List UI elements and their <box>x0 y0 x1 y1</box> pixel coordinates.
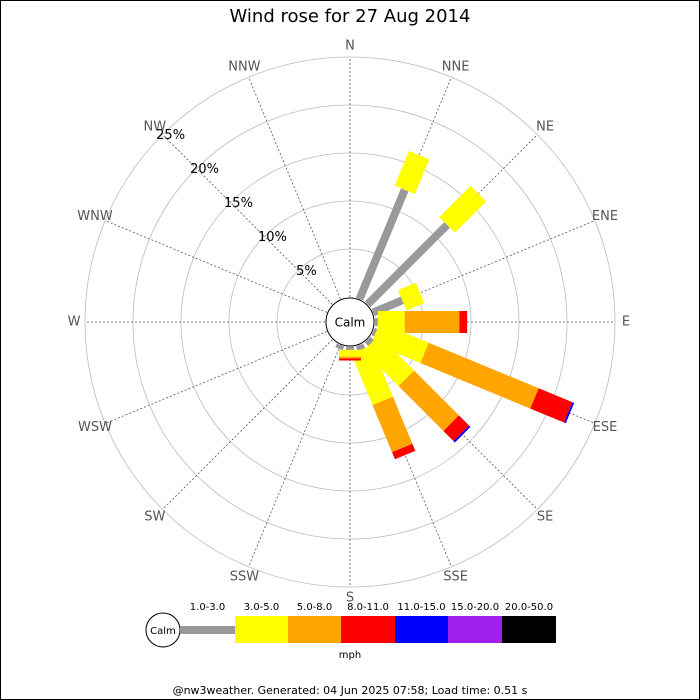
r-tick-label: 10% <box>258 230 287 245</box>
legend-swatch <box>448 616 502 643</box>
direction-label: E <box>622 315 630 330</box>
direction-label: N <box>345 39 355 54</box>
legend-label: 8.0-11.0 <box>347 602 389 613</box>
direction-label: NNE <box>442 60 470 75</box>
r-tick-label: 15% <box>224 196 253 211</box>
spoke <box>162 339 333 510</box>
bar-segment <box>371 296 404 317</box>
spoke <box>248 344 341 567</box>
unit-label: mph <box>339 650 361 661</box>
direction-label: WSW <box>78 420 112 435</box>
legend-label: 1.0-3.0 <box>190 602 225 613</box>
bar-segment <box>392 443 416 460</box>
direction-label: NNW <box>228 60 260 75</box>
bar-segment <box>372 396 413 453</box>
bar-segment <box>335 343 345 351</box>
spoke <box>162 134 333 305</box>
r-tick-label: 5% <box>296 264 317 279</box>
grid-ring <box>84 56 616 588</box>
calm-circle <box>325 297 375 347</box>
direction-label: NW <box>144 119 167 134</box>
r-tick-label: 25% <box>156 128 185 143</box>
bar-segment <box>351 345 393 406</box>
bar-segment <box>355 343 366 352</box>
direction-label: SW <box>144 510 165 525</box>
spoke <box>248 77 341 300</box>
bar-segment <box>439 185 487 233</box>
bar-segment <box>364 336 374 346</box>
r-tick-label: 20% <box>190 162 219 177</box>
direction-label: ENE <box>592 209 618 224</box>
footer: @nw3weather. Generated: 04 Jun 2025 07:5… <box>173 684 528 697</box>
spoke <box>105 331 328 424</box>
legend-swatch <box>235 616 288 643</box>
legend-swatch <box>341 616 395 643</box>
bar-segment <box>371 322 429 364</box>
bar-segment <box>364 222 450 308</box>
calm-label: Calm <box>335 316 366 330</box>
bar-segment <box>363 335 415 387</box>
bar-segment <box>394 151 430 195</box>
legend-swatch <box>288 616 341 643</box>
direction-label: WNW <box>77 209 113 224</box>
bar-segment <box>398 282 425 311</box>
direction-label: SSW <box>230 569 260 584</box>
legend-calm-label: Calm <box>150 626 176 637</box>
legend-label: 5.0-8.0 <box>297 602 332 613</box>
grid: 5% 10% 15% 20% 25% N NNE NE ENE E ESE SE SSE S SSW SW WS… <box>68 39 631 606</box>
bar-segment <box>371 327 378 337</box>
bar-segment <box>530 388 573 423</box>
spoke <box>105 220 328 313</box>
direction-label: ESE <box>593 420 618 435</box>
direction-label: SE <box>537 510 553 525</box>
legend-swatch <box>395 616 448 643</box>
chart-title: Wind rose for 27 Aug 2014 <box>230 6 471 27</box>
legend-label: 15.0-20.0 <box>451 602 499 613</box>
bar-segment <box>420 342 539 409</box>
legend-swatch <box>180 626 235 634</box>
bar-segment <box>564 402 575 424</box>
legend-label: 3.0-5.0 <box>244 602 279 613</box>
bar-segment <box>453 425 471 443</box>
legend-label: 11.0-15.0 <box>397 602 445 613</box>
bar-segment <box>355 188 409 301</box>
legend-label: 20.0-50.0 <box>505 602 553 613</box>
legend: Calm mph 1.0-3.0 3.0-5.0 5.0-8.0 8.0-11.0 11… <box>145 602 556 661</box>
direction-label: NE <box>536 119 554 134</box>
bars <box>335 151 575 460</box>
bar-segment <box>398 370 459 431</box>
direction-label: S <box>346 591 354 606</box>
bar-segment <box>443 415 470 442</box>
direction-label: W <box>68 315 81 330</box>
legend-swatch <box>502 616 556 643</box>
direction-label: SSE <box>443 569 468 584</box>
